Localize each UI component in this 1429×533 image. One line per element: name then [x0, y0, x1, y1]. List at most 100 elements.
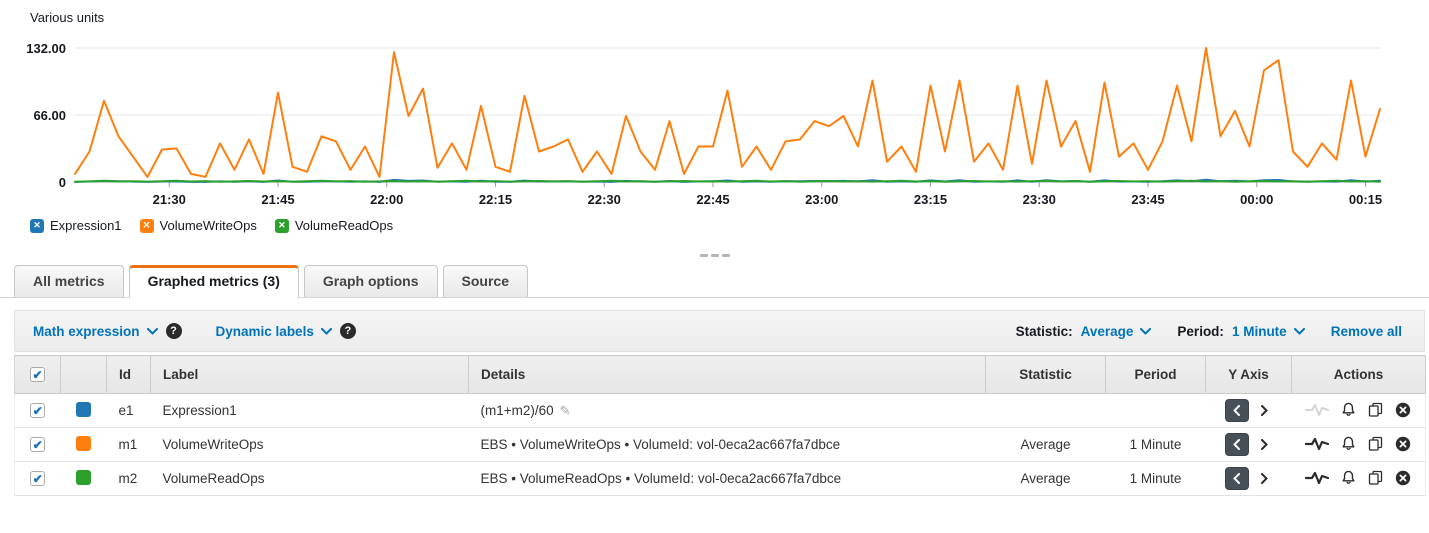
svg-text:66.00: 66.00	[33, 108, 66, 123]
row-statistic	[985, 393, 1106, 428]
chevron-left-icon	[1233, 439, 1240, 450]
yaxis-right-button[interactable]	[1257, 399, 1273, 422]
label-column-header: Label	[150, 355, 469, 394]
dynamic-labels-dropdown[interactable]: Dynamic labels	[216, 324, 332, 339]
remove-metric-button[interactable]	[1395, 402, 1411, 418]
yaxis-column-header: Y Axis	[1205, 355, 1292, 394]
row-period	[1105, 393, 1206, 428]
remove-metric-button[interactable]	[1395, 436, 1411, 452]
yaxis-left-button[interactable]	[1224, 467, 1249, 490]
metric-chart-section: Various units 21:30 21:45 22:00 22:15 22:30 2…	[0, 0, 1429, 264]
legend-close-icon[interactable]: ✕	[274, 218, 289, 233]
chevron-left-icon	[1233, 473, 1240, 484]
metrics-tab-bar: All metrics Graphed metrics (3) Graph op…	[0, 264, 1429, 298]
help-icon[interactable]: ?	[339, 323, 356, 339]
chevron-right-icon	[1261, 473, 1268, 484]
chevron-right-icon	[1261, 405, 1268, 416]
tab-graph-options[interactable]: Graph options	[303, 265, 438, 297]
svg-text:23:00: 23:00	[805, 192, 838, 207]
yaxis-left-button[interactable]	[1224, 399, 1249, 422]
legend-close-icon[interactable]: ✕	[139, 218, 154, 233]
period-column-header: Period	[1105, 355, 1206, 394]
row-label: VolumeWriteOps	[150, 427, 469, 462]
metric-color-swatch	[76, 401, 91, 417]
chevron-down-icon	[146, 327, 158, 335]
row-checkbox[interactable]: ✔	[30, 471, 46, 487]
row-details: EBS • VolumeWriteOps • VolumeId: vol-0ec…	[468, 427, 986, 462]
chart-resize-row	[0, 250, 1429, 261]
math-expression-dropdown[interactable]: Math expression	[33, 324, 158, 339]
help-icon[interactable]: ?	[165, 323, 182, 339]
row-checkbox[interactable]: ✔	[30, 437, 46, 453]
color-column-header	[60, 355, 107, 394]
legend-item-volumewriteops[interactable]: ✕ VolumeWriteOps	[139, 218, 257, 233]
pulse-icon	[1305, 437, 1330, 450]
table-row-e1: ✔ e1 Expression1 (m1+m2)/60 ✎	[14, 393, 1426, 428]
svg-text:00:00: 00:00	[1240, 192, 1273, 207]
period-label: Period:	[1177, 323, 1224, 339]
pulse-icon	[1305, 403, 1330, 416]
copy-icon	[1369, 470, 1383, 485]
row-label: VolumeReadOps	[150, 461, 469, 496]
yaxis-left-button[interactable]	[1224, 433, 1249, 456]
graphed-metrics-table: ✔ Id Label Details Statistic Period Y Ax…	[14, 355, 1426, 496]
legend-label: VolumeWriteOps	[159, 218, 257, 233]
row-statistic: Average	[985, 427, 1106, 462]
chart-legend: ✕ Expression1 ✕ VolumeWriteOps ✕ VolumeR…	[30, 218, 393, 233]
duplicate-button[interactable]	[1368, 436, 1383, 451]
duplicate-button[interactable]	[1368, 402, 1383, 417]
svg-text:23:30: 23:30	[1023, 192, 1056, 207]
svg-text:22:00: 22:00	[370, 192, 403, 207]
select-all-checkbox[interactable]: ✔	[30, 367, 45, 383]
svg-text:22:30: 22:30	[588, 192, 621, 207]
metric-line-chart[interactable]: 21:30 21:45 22:00 22:15 22:30 22:45 23:00 23:15…	[0, 32, 1429, 212]
svg-text:23:15: 23:15	[914, 192, 947, 207]
graph-this-metric-button[interactable]	[1305, 471, 1330, 485]
remove-all-button[interactable]: Remove all	[1330, 323, 1402, 339]
graph-this-metric-button[interactable]	[1305, 437, 1330, 451]
statistic-label: Statistic:	[1015, 323, 1073, 339]
legend-item-volumereadops[interactable]: ✕ VolumeReadOps	[274, 218, 393, 233]
yaxis-right-button[interactable]	[1257, 433, 1273, 456]
row-id: m1	[106, 427, 151, 462]
row-statistic: Average	[985, 461, 1106, 496]
details-column-header: Details	[468, 355, 986, 394]
tab-source[interactable]: Source	[442, 265, 528, 297]
svg-text:0: 0	[59, 175, 66, 190]
period-dropdown[interactable]: 1 Minute	[1232, 324, 1305, 339]
close-circle-icon	[1396, 470, 1411, 485]
chevron-down-icon	[320, 327, 332, 335]
row-period: 1 Minute	[1105, 461, 1206, 496]
statistic-column-header: Statistic	[985, 355, 1106, 394]
legend-close-icon[interactable]: ✕	[30, 218, 44, 233]
chevron-left-icon	[1233, 405, 1240, 416]
bell-icon	[1342, 402, 1355, 416]
edit-expression-icon[interactable]: ✎	[559, 402, 571, 418]
create-alarm-button[interactable]	[1341, 402, 1356, 417]
copy-icon	[1369, 402, 1383, 417]
row-checkbox[interactable]: ✔	[30, 403, 46, 419]
statistic-dropdown[interactable]: Average	[1081, 324, 1152, 339]
dynamic-labels-label: Dynamic labels	[215, 323, 314, 339]
graph-this-metric-button[interactable]	[1305, 403, 1330, 417]
chevron-down-icon	[1140, 327, 1152, 335]
tab-graphed-metrics[interactable]: Graphed metrics (3)	[128, 265, 299, 298]
table-row-m2: ✔ m2 VolumeReadOps EBS • VolumeReadOps •…	[14, 461, 1426, 496]
metrics-toolbar: Math expression ? Dynamic labels ? Stati…	[14, 310, 1425, 352]
graphed-metrics-panel: Math expression ? Dynamic labels ? Stati…	[14, 310, 1426, 496]
create-alarm-button[interactable]	[1341, 436, 1356, 451]
duplicate-button[interactable]	[1368, 470, 1383, 485]
math-expression-label: Math expression	[33, 323, 140, 339]
table-header-row: ✔ Id Label Details Statistic Period Y Ax…	[14, 355, 1426, 394]
create-alarm-button[interactable]	[1341, 470, 1356, 485]
remove-metric-button[interactable]	[1395, 470, 1411, 486]
svg-text:00:15: 00:15	[1349, 192, 1382, 207]
legend-item-expression1[interactable]: ✕ Expression1	[30, 218, 122, 233]
tab-all-metrics[interactable]: All metrics	[14, 265, 124, 297]
panel-resize-handle[interactable]	[696, 250, 734, 261]
row-label: Expression1	[150, 393, 469, 428]
bell-icon	[1342, 470, 1355, 484]
period-value: 1 Minute	[1231, 323, 1287, 339]
copy-icon	[1369, 436, 1383, 451]
yaxis-right-button[interactable]	[1257, 467, 1273, 490]
